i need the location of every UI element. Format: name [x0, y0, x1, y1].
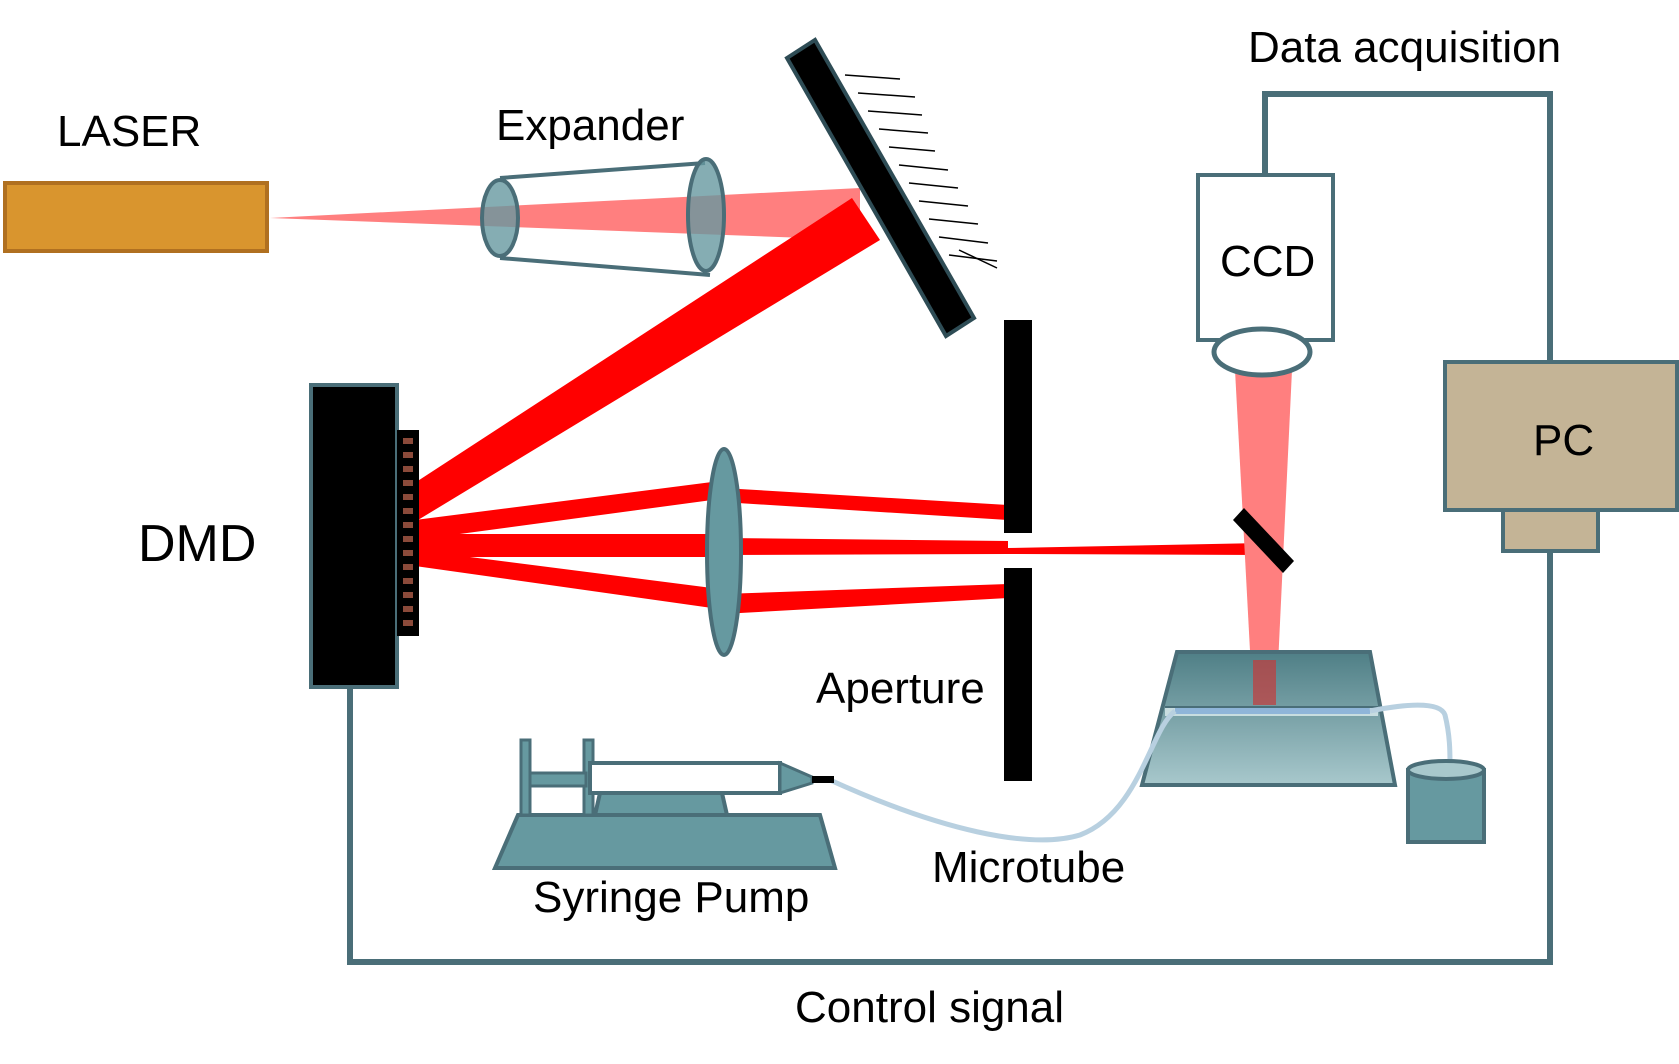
grating-mirror: [784, 37, 998, 339]
beam-through-aperture: [1008, 543, 1262, 555]
syringe-tip: [778, 760, 814, 796]
microtube-label: Microtube: [932, 843, 1125, 892]
beam-lower-out: [722, 584, 1008, 614]
focusing-lens: [705, 447, 743, 657]
laser-beam: [270, 188, 860, 240]
syringe-pump: [491, 738, 838, 870]
beam-spot-on-sample: [1253, 660, 1276, 705]
aperture-label: Aperture: [816, 664, 985, 713]
expander-label: Expander: [496, 101, 684, 150]
waste-reservoir: [1406, 759, 1486, 844]
outlet-tube: [1369, 702, 1453, 766]
aperture: [1004, 320, 1032, 781]
control-signal-wire: [347, 553, 1553, 965]
beam-upper-out: [722, 488, 1008, 520]
beam-middle: [415, 534, 712, 557]
pump-carriage: [592, 791, 730, 817]
dmd: [309, 383, 419, 689]
expander-large-lens: [686, 157, 726, 273]
expander-small-lens: [480, 178, 520, 258]
dmd-label: DMD: [138, 515, 256, 573]
control-signal-label: Control signal: [795, 983, 1064, 1032]
microfluidic-stage: [1139, 650, 1398, 787]
syringe-plunger: [528, 771, 588, 788]
pc-box: [1443, 360, 1679, 512]
pc-stand: [1501, 506, 1600, 553]
data-acquisition-label: Data acquisition: [1248, 23, 1561, 72]
syringe-barrel: [588, 761, 782, 795]
dmd-micromirror-array: [397, 430, 419, 636]
data-acquisition-wire: [1262, 91, 1553, 360]
beam-middle-out: [722, 538, 1008, 555]
syringe-needle: [812, 776, 834, 783]
microtube: [828, 709, 1177, 843]
beam-upper: [415, 482, 712, 540]
reflected-beam: [410, 198, 880, 520]
syringe-pump-label: Syringe Pump: [533, 873, 809, 922]
ccd-label: CCD: [1220, 237, 1315, 286]
beam-expander: [480, 157, 726, 277]
laser-body: [3, 181, 269, 253]
pc-label: PC: [1533, 416, 1594, 465]
pc: [1443, 360, 1679, 553]
dichroic-mirror: [1233, 508, 1294, 573]
ccd-objective-lens: [1211, 326, 1313, 378]
laser-label: LASER: [57, 107, 201, 156]
pump-base: [491, 813, 838, 870]
beam-lower: [415, 550, 712, 608]
